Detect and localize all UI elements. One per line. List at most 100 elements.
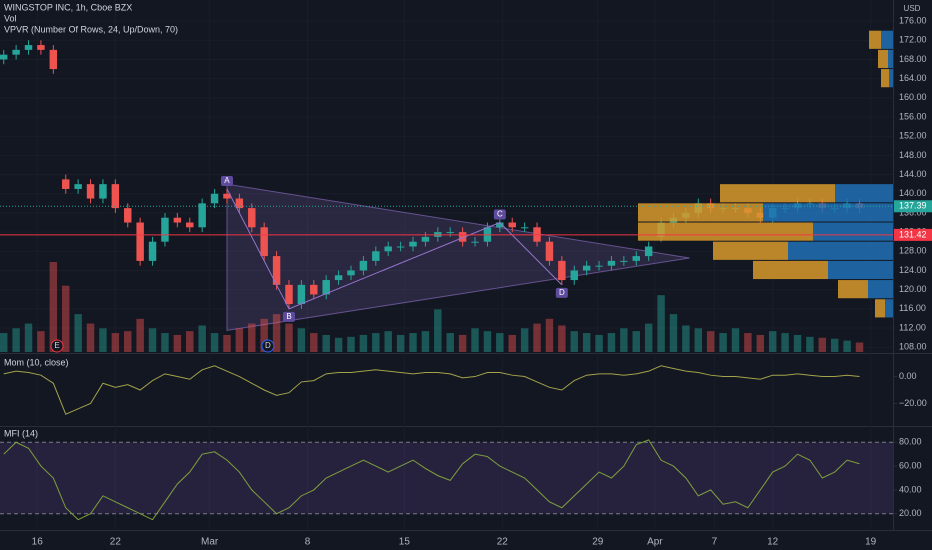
x-tick-label: 16 [32,537,44,548]
vpvr-label: VPVR (Number Of Rows, 24, Up/Down, 70) [4,24,178,34]
indicator-band [0,442,893,514]
candle-body [272,256,281,285]
volume-bar [310,333,318,352]
y-tick-label: −20.00 [899,398,927,408]
candle-body [198,203,206,228]
volume-bar [533,323,541,352]
volume-bar [347,336,355,352]
candle-body [223,193,231,199]
candle-body [210,193,219,204]
candle-body [148,241,157,261]
x-tick-label: 19 [865,537,877,548]
volume-bar [62,285,70,352]
vpvr-up [888,49,893,69]
x-tick-label: Apr [647,537,663,548]
volume-bar [843,340,851,352]
vpvr-up [835,184,893,203]
volume-bar [620,328,628,352]
y-tick-label: 172.00 [899,35,927,45]
pattern-point-label: C [497,210,503,219]
vpvr-down [838,280,868,299]
pattern-triangle [226,183,690,332]
candle-body [24,45,33,50]
candle-body [310,284,318,295]
volume-bar [446,333,454,352]
volume-bar [545,318,554,352]
candle-body [99,184,107,199]
candle-body [37,45,45,50]
y-tick-label: 156.00 [899,111,927,121]
volume-bar [0,333,8,352]
volume-bar [669,314,678,352]
pattern-line [226,188,563,310]
volume-bar [706,331,715,352]
x-tick-label: Mar [201,537,219,548]
volume-bar [99,328,107,352]
candle-body [582,265,591,271]
vpvr-down [869,30,881,49]
y-tick-label: 0.00 [899,371,917,381]
volume-bar [434,309,442,352]
candle-body [49,49,58,70]
axes: 16 22 Mar 8 15 22 29 Apr 7 12 19 108.00 112.00 116.00… [32,15,932,548]
volume-bar [830,338,839,352]
x-tick-label: 22 [110,537,122,548]
x-tick-label: 15 [399,537,411,548]
x-tick-label: 8 [305,537,311,548]
price-badge-label: 131.42 [899,229,927,239]
y-tick-label: 124.00 [899,265,927,275]
volume-bar [855,342,864,352]
indicator-panes [0,365,893,521]
x-tick-label: 12 [767,537,779,548]
candle-body [520,227,529,229]
volume-bar [644,323,653,352]
volume-bar [496,333,504,352]
vpvr-down [881,69,889,88]
candle-body [359,260,368,271]
volume-bar [86,323,95,352]
volume-bar [595,334,603,352]
y-tick-label: 128.00 [899,246,927,256]
candle-body [384,246,392,252]
volume-bar [272,314,281,352]
volume-bar [285,323,293,352]
mfi-label: MFI (14) [4,428,38,438]
price-badge-label: 137.39 [899,201,927,211]
pattern-point-label: A [224,176,230,185]
candle-body [607,260,616,266]
candle-body [458,232,467,242]
candle-body [136,222,144,261]
candle-body [620,260,628,262]
volume-bar [409,333,417,352]
y-tick-label: 176.00 [899,15,927,25]
volume-bar [186,331,194,352]
x-tick-label: 22 [497,537,509,548]
volume-bar [396,334,405,352]
candle-body [471,241,479,243]
candle-body [297,284,306,305]
volume-bar [744,333,752,352]
candle-body [496,222,504,228]
volume-bar [781,333,789,352]
candle-body [186,222,194,228]
vpvr-down [638,222,813,241]
y-tick-label: 152.00 [899,131,927,141]
candle-body [334,275,343,281]
volume-bar [235,328,244,352]
y-tick-label: 112.00 [899,322,926,332]
volume-bar [24,323,33,352]
candle-body [161,217,169,242]
volume-bar [12,328,20,352]
candle-body [595,265,603,267]
event-label: D [265,341,271,350]
vpvr-up [881,30,893,49]
y-tick-label: 144.00 [899,169,927,179]
y-tick-label: 116.00 [899,303,926,313]
volume-bar [111,333,120,352]
volume-bar [37,331,45,352]
candle-body [260,227,268,257]
volume-bar [359,334,368,352]
pattern-point-badge [220,175,233,186]
volume-bar [607,333,616,352]
